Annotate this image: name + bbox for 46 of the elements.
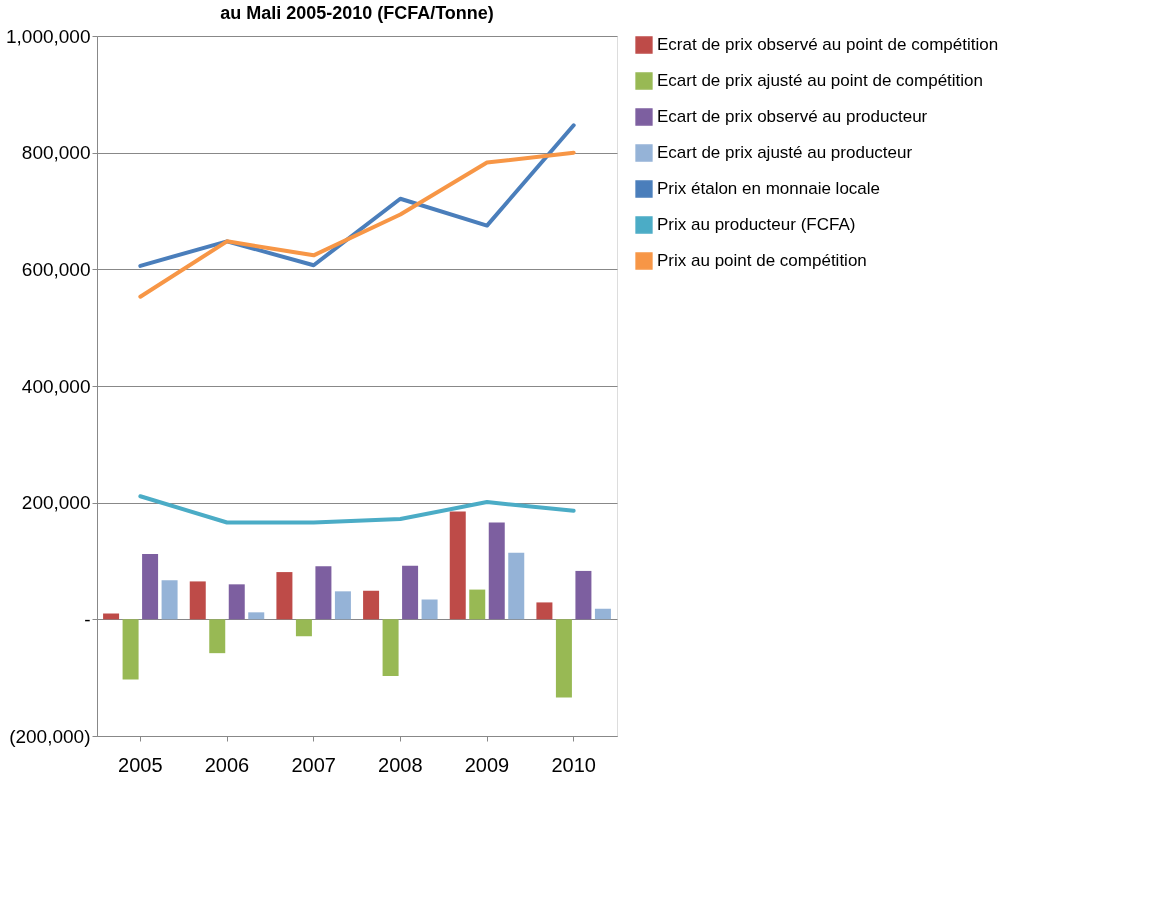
y-tick-label: 400,000	[21, 375, 91, 397]
legend-label: Ecart de prix ajusté au producteur	[657, 143, 913, 162]
x-tick-label: 2006	[204, 753, 250, 776]
x-tick-label: 2007	[291, 753, 336, 776]
y-tick-label: 600,000	[21, 258, 91, 280]
chart-title: au Mali 2005-2010 (FCFA/Tonne)	[220, 3, 494, 23]
bar	[295, 619, 312, 637]
bar	[575, 570, 592, 620]
legend-label: Ecart de prix observé au producteur	[657, 107, 928, 126]
bar	[363, 590, 380, 620]
line-series	[138, 150, 576, 299]
legend-label: Prix étalon en monnaie locale	[657, 179, 881, 198]
legend-label: Prix au producteur (FCFA)	[657, 215, 856, 234]
bar	[421, 599, 438, 620]
bar	[555, 619, 572, 698]
y-tick-label: -	[84, 608, 91, 630]
bar	[276, 572, 293, 620]
legend-label: Prix au point de compétition	[657, 251, 867, 270]
x-tick-label: 2010	[551, 753, 596, 776]
bar	[209, 619, 226, 654]
x-tick-label: 2008	[378, 753, 423, 776]
bar	[536, 602, 553, 620]
y-tick-label: (200,000)	[9, 725, 91, 747]
bar	[161, 580, 178, 620]
bar	[508, 552, 525, 620]
bar	[402, 565, 419, 620]
bar	[488, 522, 505, 620]
line-series	[138, 494, 576, 525]
y-tick-label: 200,000	[21, 492, 91, 514]
bar	[382, 619, 399, 676]
x-tick-label: 2005	[118, 753, 163, 776]
bar	[228, 584, 245, 620]
bar	[122, 619, 139, 680]
bar	[189, 581, 206, 620]
bar	[248, 612, 265, 620]
legend-label: Ecart de prix ajusté au point de compétition	[657, 71, 984, 90]
bar	[449, 511, 466, 620]
bar	[594, 608, 611, 620]
bar	[315, 566, 332, 620]
legend-label: Ecrat de prix observé au point de compétition	[657, 35, 999, 54]
y-tick-label: 800,000	[21, 142, 91, 164]
bar	[142, 554, 159, 620]
bar	[334, 591, 351, 620]
bar	[469, 589, 486, 620]
x-tick-label: 2009	[464, 753, 510, 776]
y-tick-label: 1,000,000	[5, 25, 91, 47]
